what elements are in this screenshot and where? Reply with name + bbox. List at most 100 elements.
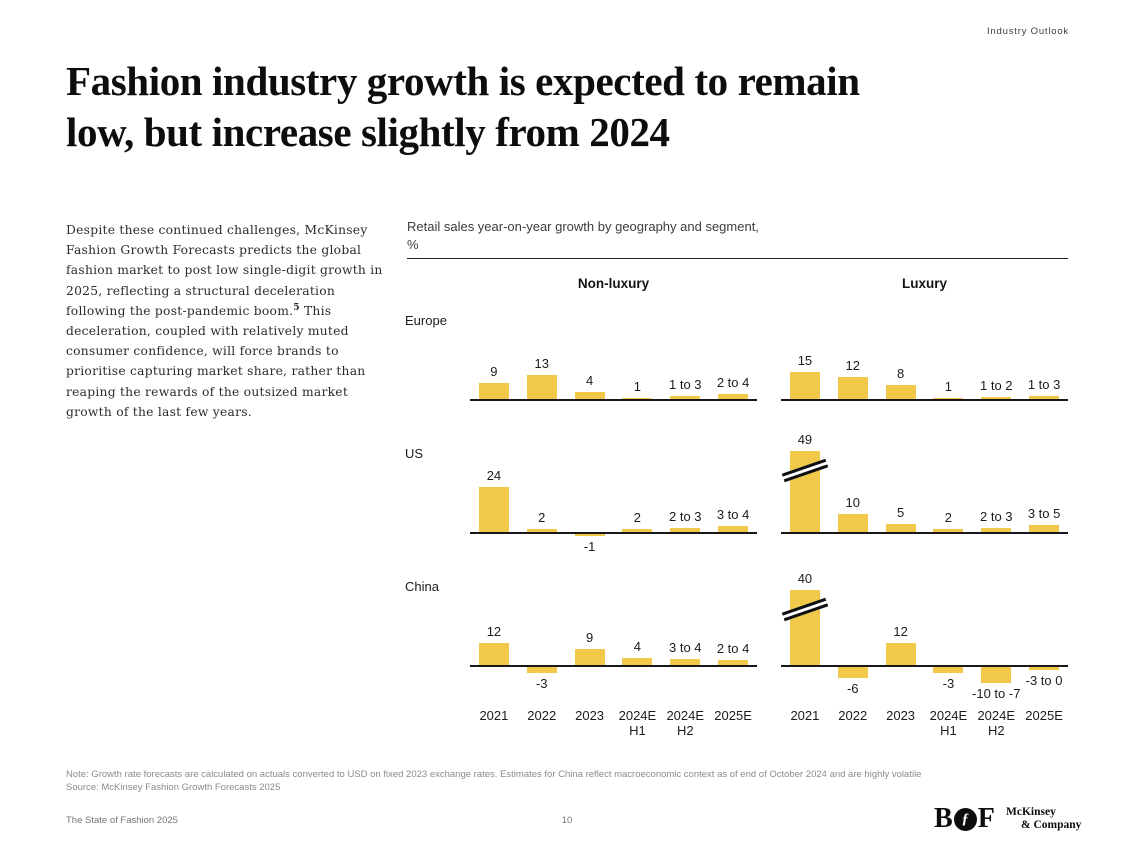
- chart-row-us: US 24 2 -1 2 2 to 3 3 to 4 49 10 5 2 2 to 3 3 to 5: [0, 432, 1134, 566]
- bar: [718, 526, 749, 533]
- bof-logo-b: B: [934, 803, 953, 834]
- baseline-axis: [470, 665, 757, 667]
- bar: [478, 487, 509, 533]
- bar-value-label: -3: [535, 675, 548, 691]
- bar-value-label: 2 to 3: [668, 509, 702, 525]
- baseline-axis: [781, 399, 1068, 401]
- bar-value-label: 4: [633, 639, 642, 655]
- x-tick-label: 2025E: [714, 708, 752, 723]
- bar-value-label: 40: [797, 571, 813, 586]
- bar-value-label: 2 to 3: [979, 509, 1013, 525]
- region-label: China: [405, 579, 439, 594]
- chart-body: Europe 9 13 4 1 1 to 3 2 to 4 15 12 8 1 1 to 2 1 to …: [0, 300, 1134, 701]
- bar-value-label: 1 to 3: [668, 377, 702, 393]
- x-tick-label: 2022: [527, 708, 557, 723]
- bar-value-label: 13: [534, 356, 549, 372]
- bar-value-label: 2: [633, 510, 642, 526]
- region-label: US: [405, 446, 424, 461]
- bar-value-label: 2 to 4: [716, 375, 750, 391]
- bar: [1029, 396, 1060, 400]
- mckinsey-logo: McKinsey & Company: [1006, 806, 1081, 832]
- bar: [981, 397, 1012, 400]
- bar: [526, 667, 557, 673]
- bar: [837, 377, 868, 400]
- bar-value-label: 24: [486, 468, 502, 484]
- bof-logo-monogram-icon: ƒ: [953, 807, 977, 831]
- bar-value-label: 15: [797, 352, 813, 368]
- chart-divider-rule: [407, 258, 1068, 259]
- bar-value-label: 2: [944, 510, 953, 526]
- chart-title: Retail sales year-on-year growth by geog…: [407, 219, 759, 234]
- bar: [718, 394, 749, 400]
- baseline-axis: [781, 665, 1068, 667]
- panel-luxury: 49 10 5 2 2 to 3 3 to 5: [781, 432, 1068, 566]
- footer-report-title: The State of Fashion 2025: [66, 815, 178, 826]
- x-tick-label: 2024E H1: [618, 708, 657, 738]
- bar-value-label: 9: [585, 629, 594, 645]
- bar: [981, 667, 1012, 684]
- bar: [933, 529, 964, 533]
- page-title-line-1: Fashion industry growth is expected to r…: [66, 58, 860, 104]
- bar-value-label: 3 to 4: [716, 507, 750, 523]
- bar-value-label: 49: [797, 432, 813, 447]
- bar: [1029, 667, 1060, 670]
- bar: [622, 658, 653, 666]
- bar-value-label: 12: [486, 624, 502, 640]
- body-paragraph: Despite these continued challenges, McKi…: [66, 220, 390, 422]
- body-text-part2: This deceleration, coupled with relative…: [66, 303, 366, 419]
- x-tick-label: 2024E H2: [666, 708, 705, 738]
- bar-value-label: 12: [845, 358, 860, 374]
- panel-non-luxury: 12 -3 9 4 3 to 4 2 to 4: [470, 566, 757, 699]
- bar: [574, 648, 605, 666]
- column-header-luxury: Luxury: [901, 276, 947, 291]
- baseline-axis: [470, 399, 757, 401]
- chart-row-china: China 12 -3 9 4 3 to 4 2 to 4 40 -6 12 -3 -10 to -7…: [0, 566, 1134, 701]
- bar: [670, 528, 701, 533]
- x-tick-label: 2023: [886, 708, 916, 723]
- x-tick-label: 2021: [479, 708, 509, 723]
- footnote-marker: 5: [293, 302, 300, 313]
- page-title: Fashion industry growth is expected to r…: [66, 56, 860, 158]
- chart-unit: %: [407, 237, 419, 252]
- bar-value-label: 2 to 4: [716, 641, 750, 657]
- chart-footnotes: Note: Growth rate forecasts are calculat…: [66, 768, 1076, 794]
- panel-luxury: 15 12 8 1 1 to 2 1 to 3: [781, 300, 1068, 433]
- bar: [526, 529, 557, 533]
- bar-value-label: 3 to 4: [668, 640, 702, 656]
- baseline-axis: [781, 532, 1068, 534]
- baseline-axis: [470, 532, 757, 534]
- bar: [837, 667, 868, 679]
- bar: [622, 529, 653, 533]
- bar-value-label: -3: [942, 675, 955, 691]
- column-header-non-luxury: Non-luxury: [577, 276, 650, 291]
- chart-row-europe: Europe 9 13 4 1 1 to 3 2 to 4 15 12 8 1 1 to 2 1 to …: [0, 300, 1134, 433]
- panel-non-luxury: 9 13 4 1 1 to 3 2 to 4: [470, 300, 757, 433]
- page-title-line-2: low, but increase slightly from 2024: [66, 109, 670, 155]
- bar-value-label: 9: [490, 363, 498, 379]
- mckinsey-logo-line1: McKinsey: [1006, 806, 1056, 818]
- bar: [837, 514, 868, 533]
- bof-logo-f: F: [977, 803, 995, 834]
- bar: [885, 384, 916, 400]
- bar-value-label: 8: [896, 365, 905, 381]
- bar: [670, 659, 701, 666]
- footer-page-number: 10: [561, 815, 573, 826]
- x-tick-label: 2024E H1: [929, 708, 968, 738]
- chart-heading: Retail sales year-on-year growth by geog…: [407, 218, 1067, 254]
- panel-non-luxury: 24 2 -1 2 2 to 3 3 to 4: [470, 433, 757, 566]
- bar-value-label: 1 to 3: [1027, 377, 1061, 393]
- bar: [574, 534, 605, 536]
- bar: [526, 375, 557, 400]
- x-tick-label: 2025E: [1025, 708, 1063, 723]
- chart-x-axis: 2021 2022 2023 2024E H1 2024E H2 2025E 2021 2022 2…: [0, 708, 1134, 742]
- bar-value-label: 5: [896, 504, 905, 520]
- bar: [1029, 525, 1060, 533]
- bar-value-label: -1: [583, 539, 596, 554]
- bar-value-label: 10: [845, 495, 860, 510]
- body-text-part1: Despite these continued challenges, McKi…: [66, 223, 383, 318]
- region-label: Europe: [405, 313, 447, 328]
- bar: [670, 396, 701, 400]
- bar-value-label: -6: [846, 681, 859, 697]
- bar-value-label: 3 to 5: [1027, 506, 1061, 522]
